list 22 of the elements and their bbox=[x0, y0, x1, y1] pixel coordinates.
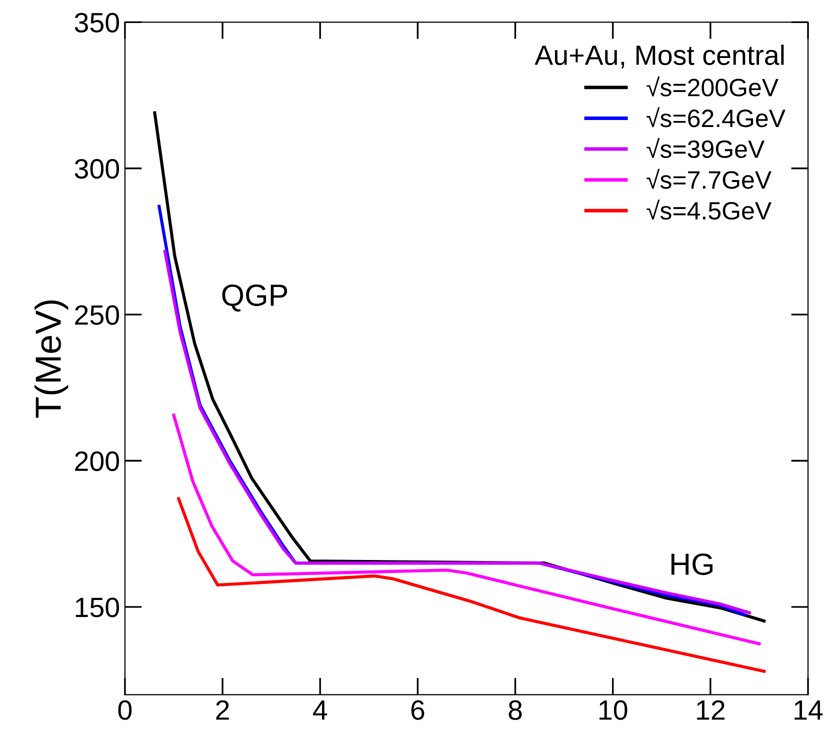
y-axis-title: T(MeV) bbox=[34, 300, 68, 418]
x-tick-label: 14 bbox=[794, 700, 823, 720]
legend-label: √s=39GeV bbox=[646, 138, 765, 158]
x-tick-label: 12 bbox=[697, 700, 724, 720]
legend-label: √s=7.7GeV bbox=[646, 168, 772, 189]
annotation: HG bbox=[671, 553, 713, 576]
x-tick-label: 2 bbox=[216, 700, 229, 720]
x-tick-label: 8 bbox=[508, 700, 522, 720]
y-tick-label: 150 bbox=[76, 598, 120, 618]
x-tick-label: 10 bbox=[600, 700, 628, 720]
legend-label: √s=4.5GeV bbox=[646, 200, 772, 220]
legend-title: Au+Au, Most central bbox=[534, 44, 784, 68]
x-tick-label: 4 bbox=[313, 700, 328, 720]
y-tick-label: 200 bbox=[75, 451, 120, 472]
y-tick-label: 300 bbox=[74, 159, 120, 179]
y-tick-label: 250 bbox=[75, 305, 120, 325]
legend-label: √s=62.4GeV bbox=[646, 107, 786, 128]
legend-label: √s=200GeV bbox=[646, 76, 778, 96]
y-tick-label: 350 bbox=[74, 12, 120, 33]
x-tick-label: 6 bbox=[411, 700, 424, 720]
x-tick-label: 0 bbox=[118, 700, 132, 720]
annotation: QGP bbox=[222, 284, 288, 312]
